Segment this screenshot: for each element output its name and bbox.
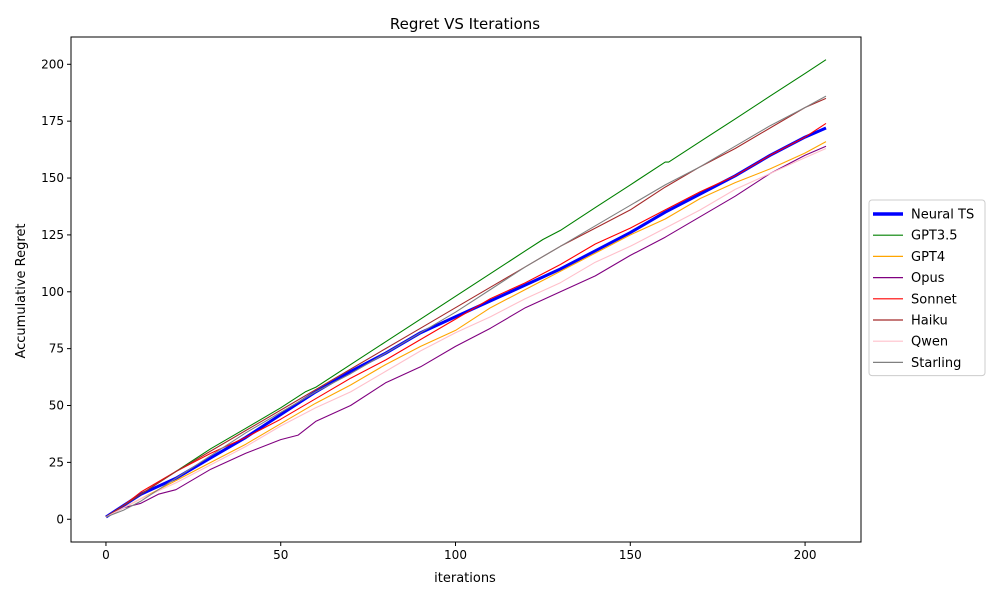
chart-title: Regret VS Iterations bbox=[390, 15, 540, 33]
series-line-qwen bbox=[105, 147, 827, 518]
series-line-haiku bbox=[105, 97, 827, 518]
legend-label: GPT4 bbox=[911, 250, 945, 265]
x-tick-label: 100 bbox=[444, 548, 467, 562]
series-line-starling bbox=[105, 95, 827, 518]
y-tick-label: 150 bbox=[41, 171, 64, 185]
series-line-sonnet bbox=[105, 122, 827, 518]
legend-box bbox=[868, 199, 986, 377]
plot-area bbox=[105, 59, 827, 519]
legend-label: Opus bbox=[911, 271, 945, 286]
axes-frame bbox=[70, 36, 862, 543]
x-tick-label: 150 bbox=[619, 548, 642, 562]
legend-label: GPT3.5 bbox=[911, 229, 958, 244]
series-line-gpt3-5 bbox=[105, 59, 827, 518]
x-tick-label: 0 bbox=[102, 548, 110, 562]
y-tick-label: 0 bbox=[56, 512, 64, 526]
x-tick-label: 200 bbox=[794, 548, 817, 562]
series-line-opus bbox=[105, 145, 827, 518]
x-tick-label: 50 bbox=[273, 548, 288, 562]
legend-label: Neural TS bbox=[911, 208, 974, 223]
y-tick-label: 200 bbox=[41, 57, 64, 71]
y-tick-label: 100 bbox=[41, 285, 64, 299]
legend-label: Haiku bbox=[911, 314, 948, 329]
y-tick-label: 125 bbox=[41, 228, 64, 242]
legend-label: Sonnet bbox=[911, 292, 957, 307]
y-tick-label: 25 bbox=[49, 455, 64, 469]
legend: Neural TS GPT3.5 GPT4 Opus Sonnet Haiku Qwen St… bbox=[868, 199, 986, 377]
series-line-gpt4 bbox=[105, 141, 827, 518]
x-axis-label: iterations bbox=[434, 571, 496, 586]
axes: 0 50 100 150 200 0 25 50 75 100 125 150 175 200 bbox=[41, 36, 862, 562]
y-tick-label: 175 bbox=[41, 114, 64, 128]
series-line-neural-ts bbox=[105, 126, 827, 519]
legend-label: Qwen bbox=[911, 335, 948, 350]
legend-label: Starling bbox=[911, 356, 961, 371]
y-tick-label: 75 bbox=[49, 342, 64, 356]
y-tick-label: 50 bbox=[49, 399, 64, 413]
y-axis-label: Accumulative Regret bbox=[14, 223, 29, 358]
